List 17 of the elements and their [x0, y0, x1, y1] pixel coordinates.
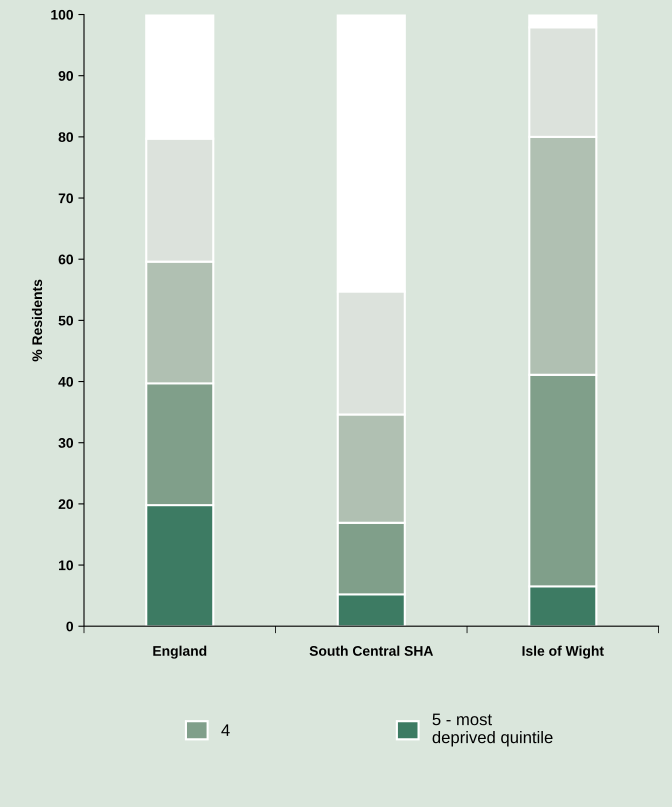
y-tick-label: 90	[58, 71, 74, 81]
legend-label: 4	[221, 724, 230, 736]
x-tick-label: England	[153, 646, 206, 659]
y-axis-title: % Residents	[32, 280, 42, 362]
y-tick-label: 0	[66, 622, 74, 632]
y-tick-label: 30	[58, 438, 74, 448]
y-tick-label: 50	[58, 316, 74, 326]
y-tick-label: 40	[58, 376, 74, 387]
y-tick-label: 70	[58, 193, 74, 204]
x-tick-label: Isle of Wight	[522, 646, 604, 659]
y-tick-label: 20	[58, 499, 74, 510]
y-tick-label: 60	[58, 254, 74, 264]
y-tick-label: 10	[59, 560, 74, 570]
legend-label: 5 - most deprived quintile	[432, 714, 553, 747]
x-tick-label: South Central SHA	[310, 646, 434, 656]
y-tick-label: 100	[51, 10, 74, 20]
y-tick-label: 80	[58, 132, 74, 142]
